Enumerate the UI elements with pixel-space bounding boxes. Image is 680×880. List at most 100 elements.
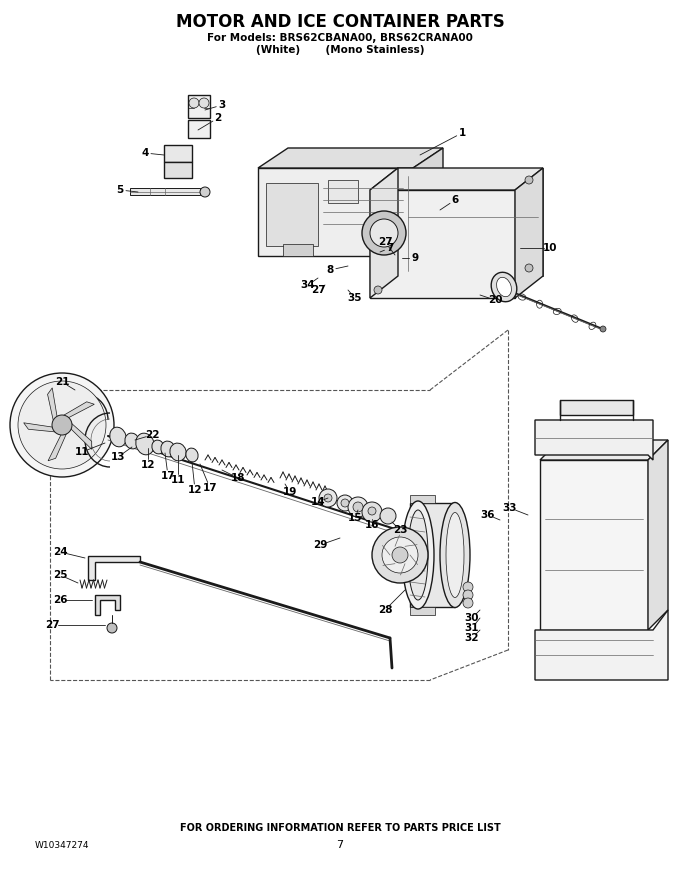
Text: 24: 24 <box>52 547 67 557</box>
Circle shape <box>463 582 473 592</box>
Text: (White)       (Mono Stainless): (White) (Mono Stainless) <box>256 45 424 55</box>
Text: FOR ORDERING INFORMATION REFER TO PARTS PRICE LIST: FOR ORDERING INFORMATION REFER TO PARTS … <box>180 823 500 833</box>
Polygon shape <box>164 162 192 178</box>
Circle shape <box>525 264 533 272</box>
Circle shape <box>337 495 353 511</box>
Text: 32: 32 <box>464 633 479 643</box>
Circle shape <box>341 499 349 507</box>
Polygon shape <box>370 190 515 298</box>
Circle shape <box>382 537 418 573</box>
Circle shape <box>18 381 106 469</box>
Text: 11: 11 <box>75 447 89 457</box>
Ellipse shape <box>496 277 511 297</box>
Ellipse shape <box>408 510 428 600</box>
Text: 3: 3 <box>218 100 226 110</box>
Text: 33: 33 <box>503 503 517 513</box>
Text: 30: 30 <box>464 613 479 623</box>
Circle shape <box>362 211 406 255</box>
Text: 19: 19 <box>283 487 297 497</box>
Polygon shape <box>560 400 633 415</box>
Circle shape <box>199 98 209 108</box>
Text: 4: 4 <box>141 148 149 158</box>
Polygon shape <box>540 460 648 630</box>
Circle shape <box>364 503 380 519</box>
Text: 12: 12 <box>141 460 155 470</box>
Circle shape <box>374 286 382 294</box>
Circle shape <box>368 507 376 515</box>
Circle shape <box>348 497 368 517</box>
Text: 31: 31 <box>464 623 479 633</box>
Text: 1: 1 <box>458 128 466 138</box>
Polygon shape <box>88 556 140 580</box>
Polygon shape <box>48 432 67 461</box>
Text: 6: 6 <box>452 195 458 205</box>
Text: 27: 27 <box>311 285 325 295</box>
Polygon shape <box>164 145 192 162</box>
Circle shape <box>463 590 473 600</box>
Polygon shape <box>370 168 398 298</box>
Text: 22: 22 <box>145 430 159 440</box>
Polygon shape <box>535 610 668 680</box>
Ellipse shape <box>109 427 126 447</box>
Polygon shape <box>24 422 57 432</box>
Text: 35: 35 <box>347 293 362 303</box>
Text: 5: 5 <box>116 185 124 195</box>
Text: 14: 14 <box>311 497 325 507</box>
Circle shape <box>107 623 117 633</box>
Text: 20: 20 <box>488 295 503 305</box>
Text: 16: 16 <box>364 520 379 530</box>
Polygon shape <box>188 120 210 138</box>
Circle shape <box>362 502 382 522</box>
Ellipse shape <box>186 448 198 462</box>
Polygon shape <box>62 402 95 418</box>
Text: For Models: BRS62CBANA00, BRS62CRANA00: For Models: BRS62CBANA00, BRS62CRANA00 <box>207 33 473 43</box>
Polygon shape <box>130 188 200 195</box>
Polygon shape <box>515 168 543 298</box>
Circle shape <box>10 373 114 477</box>
Circle shape <box>52 415 72 435</box>
Polygon shape <box>48 388 57 422</box>
Polygon shape <box>535 420 653 460</box>
Text: 7: 7 <box>337 840 343 850</box>
Text: 29: 29 <box>313 540 327 550</box>
Polygon shape <box>410 495 435 503</box>
Circle shape <box>392 547 408 563</box>
Circle shape <box>324 494 332 502</box>
Text: 13: 13 <box>111 452 125 462</box>
Text: 17: 17 <box>160 471 175 481</box>
Polygon shape <box>258 168 413 256</box>
Text: 21: 21 <box>55 377 69 387</box>
Ellipse shape <box>491 272 517 302</box>
Text: 27: 27 <box>45 620 59 630</box>
Circle shape <box>189 98 199 108</box>
Ellipse shape <box>161 441 175 457</box>
Ellipse shape <box>402 501 434 609</box>
Polygon shape <box>95 595 120 615</box>
Ellipse shape <box>152 440 164 454</box>
Text: 11: 11 <box>171 475 185 485</box>
Circle shape <box>353 502 363 512</box>
Ellipse shape <box>440 502 470 607</box>
Text: 26: 26 <box>53 595 67 605</box>
Text: 8: 8 <box>326 265 334 275</box>
Text: 2: 2 <box>214 113 222 123</box>
Polygon shape <box>413 148 443 256</box>
Ellipse shape <box>125 433 139 449</box>
Circle shape <box>525 176 533 184</box>
Circle shape <box>463 598 473 608</box>
Circle shape <box>372 527 428 583</box>
Polygon shape <box>188 95 210 118</box>
Text: MOTOR AND ICE CONTAINER PARTS: MOTOR AND ICE CONTAINER PARTS <box>175 13 505 31</box>
Text: W10347274: W10347274 <box>35 840 90 849</box>
Text: 15: 15 <box>347 513 362 523</box>
Polygon shape <box>266 183 318 246</box>
Polygon shape <box>410 503 455 607</box>
Ellipse shape <box>136 433 154 455</box>
Text: 36: 36 <box>481 510 495 520</box>
Ellipse shape <box>170 444 186 461</box>
Circle shape <box>200 187 210 197</box>
Text: 10: 10 <box>543 243 557 253</box>
Circle shape <box>380 508 396 524</box>
Text: 12: 12 <box>188 485 202 495</box>
Polygon shape <box>540 440 668 460</box>
